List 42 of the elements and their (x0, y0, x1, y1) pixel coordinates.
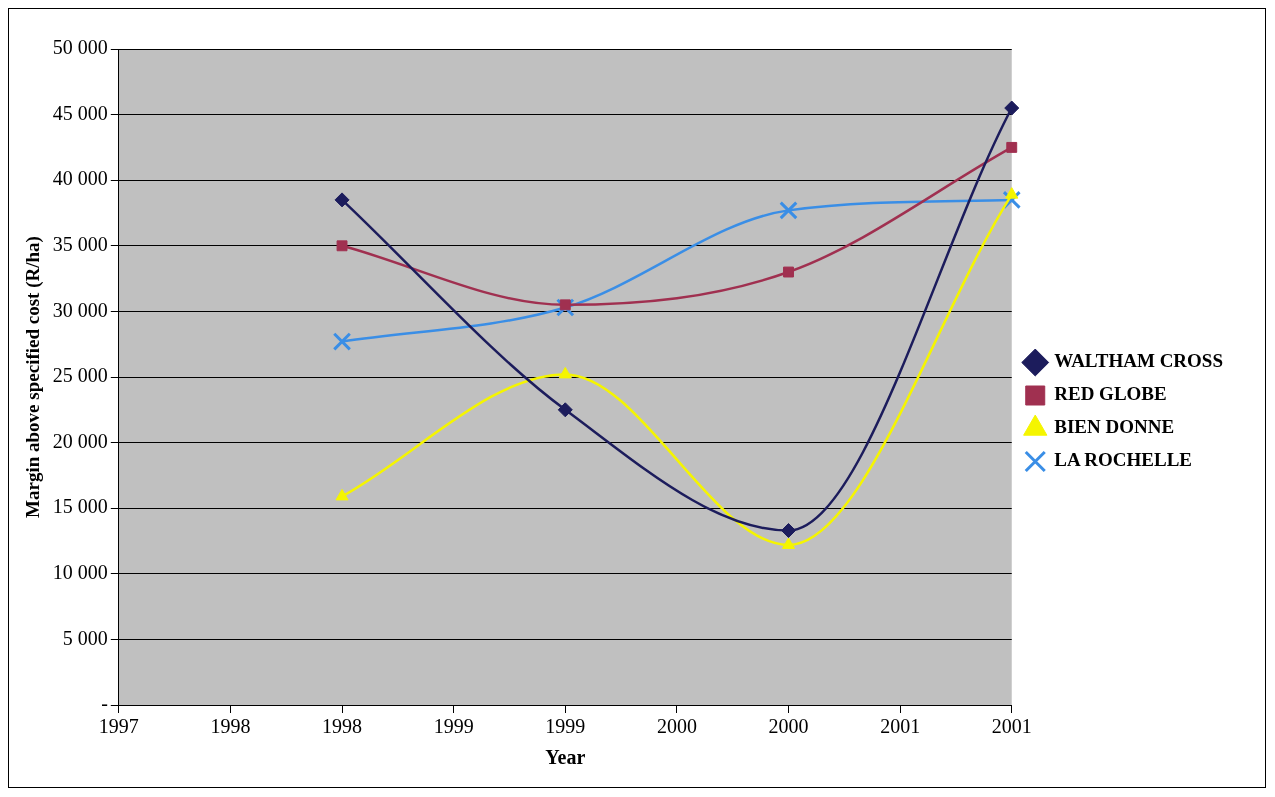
point (781, 523, 797, 538)
y-tick-label: 50 000 (52, 36, 108, 59)
y-tick-label: 5 000 (62, 626, 108, 649)
y-tick-label: 40 000 (52, 167, 108, 190)
x-tick-label: 2000 (656, 715, 697, 738)
point (559, 299, 571, 311)
y-tick-label: 35 000 (52, 233, 108, 256)
point (1006, 141, 1018, 153)
legend-label: LA ROCHELLE (1054, 449, 1193, 471)
point (558, 366, 572, 379)
point (336, 240, 348, 252)
x-tick-label: 1997 (98, 715, 139, 738)
x-tick-label: 1999 (433, 715, 474, 738)
x-tick-label: 2001 (880, 715, 921, 738)
y-tick-label: 15 000 (52, 495, 108, 518)
x-axis-title: Year (545, 746, 586, 769)
y-tick-label: - (101, 692, 108, 715)
x-tick-label: 1998 (322, 715, 363, 738)
point (1004, 100, 1020, 116)
y-tick-label: 10 000 (52, 561, 108, 584)
y-tick-label: 30 000 (52, 298, 108, 321)
x-tick-label: 2001 (991, 715, 1032, 738)
y-axis-title: Margin above specified cost (R/ha) (22, 236, 45, 518)
point (334, 192, 350, 208)
point (783, 266, 794, 278)
x-tick-label: 1998 (210, 715, 251, 738)
point (1005, 187, 1019, 199)
point (335, 488, 349, 501)
point (1002, 190, 1022, 210)
y-tick-label: 20 000 (52, 429, 108, 452)
legend-label: BIEN DONNE (1054, 416, 1175, 438)
x-tick-label: 1999 (545, 715, 586, 738)
point (332, 332, 352, 351)
y-tick-label: 25 000 (52, 364, 108, 387)
x-tick-label: 2000 (768, 715, 809, 738)
point (557, 402, 573, 418)
point (555, 298, 575, 317)
point (779, 201, 798, 220)
legend-label: RED GLOBE (1054, 383, 1167, 405)
point (781, 537, 796, 549)
y-tick-label: 45 000 (52, 101, 108, 124)
legend-label: WALTHAM CROSS (1054, 350, 1224, 372)
